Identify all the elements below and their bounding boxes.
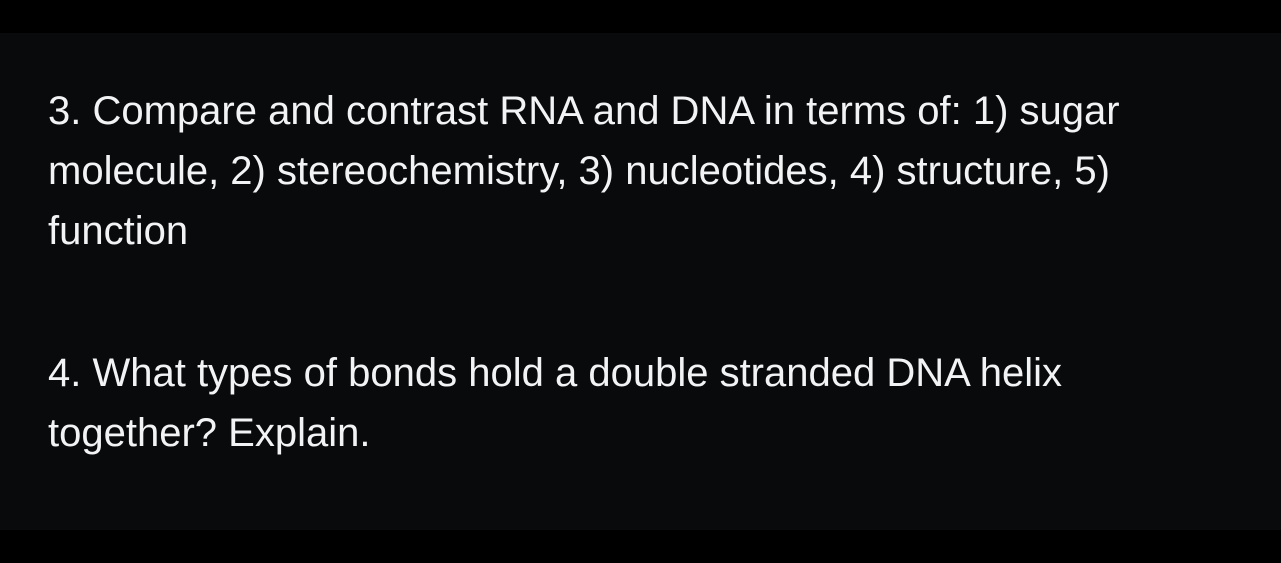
question-3-text: 3. Compare and contrast RNA and DNA in t… [48, 81, 1228, 261]
slide-content-area: 3. Compare and contrast RNA and DNA in t… [0, 33, 1281, 530]
question-4-text: 4. What types of bonds hold a double str… [48, 343, 1228, 463]
